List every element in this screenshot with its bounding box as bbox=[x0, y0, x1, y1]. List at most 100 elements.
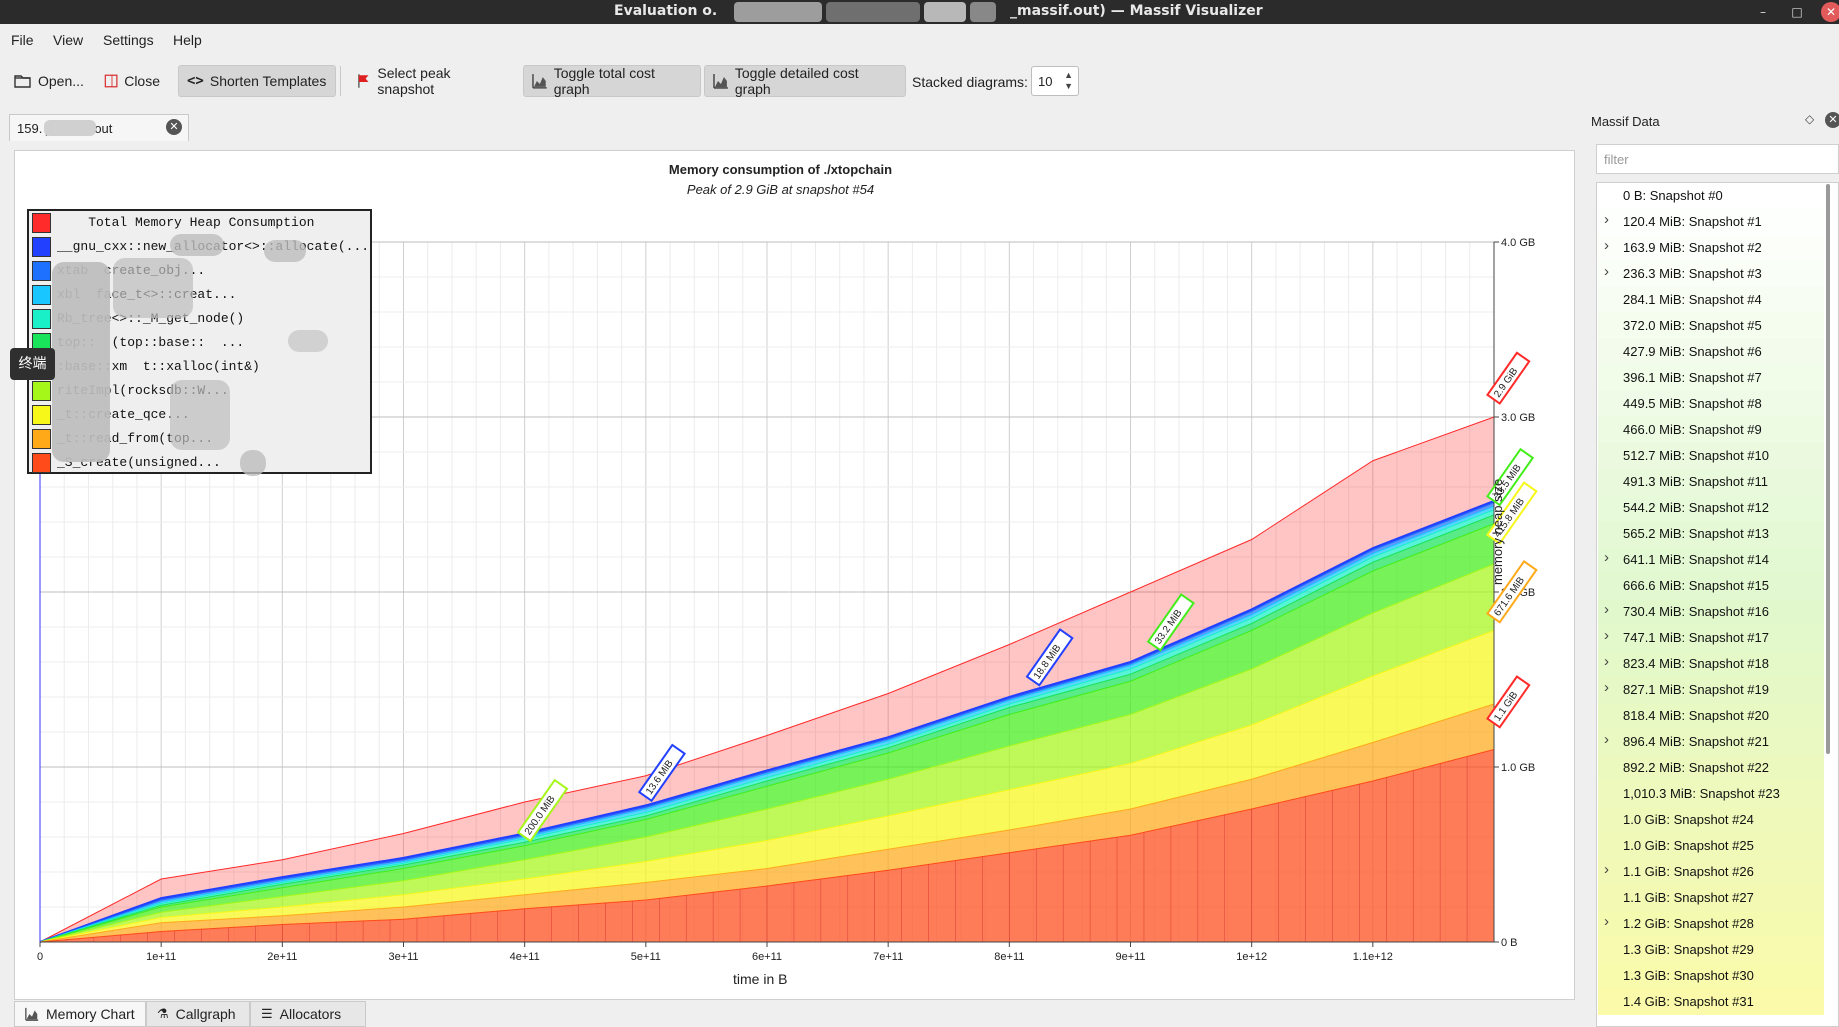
snapshot-row[interactable]: › 747.1 MiB: Snapshot #17 bbox=[1598, 625, 1824, 651]
snapshot-row[interactable]: 396.1 MiB: Snapshot #7 bbox=[1598, 365, 1824, 391]
snapshot-row[interactable]: › 1.2 GiB: Snapshot #28 bbox=[1598, 911, 1824, 937]
snapshot-row[interactable]: › 236.3 MiB: Snapshot #3 bbox=[1598, 261, 1824, 287]
expand-arrow-icon[interactable]: › bbox=[1604, 263, 1609, 280]
snapshot-row[interactable]: 565.2 MiB: Snapshot #13 bbox=[1598, 521, 1824, 547]
snapshot-row[interactable]: › 827.1 MiB: Snapshot #19 bbox=[1598, 677, 1824, 703]
snapshot-row[interactable]: › 641.1 MiB: Snapshot #14 bbox=[1598, 547, 1824, 573]
snapshot-row[interactable]: 892.2 MiB: Snapshot #22 bbox=[1598, 755, 1824, 781]
snapshot-row[interactable]: 1,010.3 MiB: Snapshot #23 bbox=[1598, 781, 1824, 807]
expand-arrow-icon[interactable]: › bbox=[1604, 913, 1609, 930]
expand-arrow-icon[interactable]: › bbox=[1604, 861, 1609, 878]
snapshot-row[interactable]: 449.5 MiB: Snapshot #8 bbox=[1598, 391, 1824, 417]
expand-arrow-icon[interactable]: › bbox=[1604, 211, 1609, 228]
snapshot-row[interactable]: 1.0 GiB: Snapshot #25 bbox=[1598, 833, 1824, 859]
minimize-icon[interactable]: – bbox=[1760, 5, 1766, 19]
snapshot-row[interactable]: 1.1 GiB: Snapshot #27 bbox=[1598, 885, 1824, 911]
legend-swatch bbox=[32, 429, 51, 449]
snapshot-list-scrollbar[interactable] bbox=[1826, 184, 1830, 754]
expand-arrow-icon[interactable]: › bbox=[1604, 237, 1609, 254]
expand-arrow-icon[interactable]: › bbox=[1604, 627, 1609, 644]
list-icon: ☰ bbox=[261, 1006, 273, 1021]
snapshot-label: 163.9 MiB: Snapshot #2 bbox=[1623, 240, 1762, 255]
redacted-filename bbox=[44, 120, 96, 136]
snapshot-row[interactable]: 1.4 GiB: Snapshot #31 bbox=[1598, 989, 1824, 1015]
annotation-box bbox=[1486, 447, 1535, 507]
snapshot-row[interactable]: › 823.4 MiB: Snapshot #18 bbox=[1598, 651, 1824, 677]
tab-callgraph-label: Callgraph bbox=[175, 1006, 236, 1022]
expand-arrow-icon[interactable]: › bbox=[1604, 549, 1609, 566]
expand-arrow-icon[interactable]: › bbox=[1604, 601, 1609, 618]
snapshot-row[interactable]: › 1.1 GiB: Snapshot #26 bbox=[1598, 859, 1824, 885]
annotation-box bbox=[637, 743, 686, 803]
tab-close-icon[interactable]: ✕ bbox=[166, 119, 182, 135]
snapshot-label: 892.2 MiB: Snapshot #22 bbox=[1623, 760, 1769, 775]
redacted-legend-block bbox=[170, 234, 224, 256]
close-button[interactable]: Close bbox=[96, 65, 168, 97]
toggle-detailed-cost-button[interactable]: Toggle detailed cost graph bbox=[704, 65, 906, 97]
series-line bbox=[39, 416, 1495, 943]
snapshot-row[interactable]: 284.1 MiB: Snapshot #4 bbox=[1598, 287, 1824, 313]
area-chart-icon bbox=[532, 74, 547, 89]
y-tick-label: 0 B bbox=[1501, 937, 1518, 949]
chart-subtitle: Peak of 2.9 GiB at snapshot #54 bbox=[686, 182, 875, 197]
filter-input[interactable] bbox=[1596, 144, 1839, 174]
snapshot-row[interactable]: 466.0 MiB: Snapshot #9 bbox=[1598, 417, 1824, 443]
snapshot-row[interactable]: 427.9 MiB: Snapshot #6 bbox=[1598, 339, 1824, 365]
snapshot-row[interactable]: 1.3 GiB: Snapshot #29 bbox=[1598, 937, 1824, 963]
redacted-title-block bbox=[970, 2, 996, 22]
snapshot-row[interactable]: 544.2 MiB: Snapshot #12 bbox=[1598, 495, 1824, 521]
snapshot-label: 1.4 GiB: Snapshot #31 bbox=[1623, 994, 1754, 1009]
snapshot-row[interactable]: 1.3 GiB: Snapshot #30 bbox=[1598, 963, 1824, 989]
document-tab[interactable]: 159. _massif.out ✕ bbox=[9, 114, 189, 141]
maximize-icon[interactable]: □ bbox=[1791, 5, 1803, 19]
snapshot-row[interactable]: › 120.4 MiB: Snapshot #1 bbox=[1598, 209, 1824, 235]
snapshot-row[interactable]: › 730.4 MiB: Snapshot #16 bbox=[1598, 599, 1824, 625]
snapshot-label: 372.0 MiB: Snapshot #5 bbox=[1623, 318, 1762, 333]
snapshot-label: 396.1 MiB: Snapshot #7 bbox=[1623, 370, 1762, 385]
window-titlebar: Evaluation o. _massif.out) — Massif Visu… bbox=[0, 0, 1839, 24]
annotation-box bbox=[1486, 481, 1538, 545]
shorten-templates-button[interactable]: <> Shorten Templates bbox=[178, 65, 336, 97]
snapshot-row[interactable]: 0 B: Snapshot #0 bbox=[1598, 183, 1824, 209]
snapshot-list: 0 B: Snapshot #0 › 120.4 MiB: Snapshot #1 ›… bbox=[1596, 182, 1839, 1027]
select-peak-button[interactable]: Select peak snapshot bbox=[348, 65, 514, 97]
redacted-legend-block bbox=[240, 450, 266, 476]
area-chart-icon bbox=[713, 74, 728, 89]
window-close-icon[interactable]: ✕ bbox=[1821, 2, 1839, 22]
y-tick-label: 3.0 GB bbox=[1501, 412, 1535, 424]
tab-callgraph[interactable]: ⚗ Callgraph bbox=[146, 1001, 250, 1027]
menu-help[interactable]: Help bbox=[173, 32, 202, 48]
snapshot-label: 1.0 GiB: Snapshot #25 bbox=[1623, 838, 1754, 853]
snapshot-row[interactable]: 1.0 GiB: Snapshot #24 bbox=[1598, 807, 1824, 833]
menu-file[interactable]: File bbox=[11, 32, 34, 48]
tab-memory-chart[interactable]: Memory Chart bbox=[14, 1001, 146, 1027]
toggle-total-cost-label: Toggle total cost graph bbox=[553, 65, 655, 97]
spin-arrows-icon[interactable]: ▲ ▼ bbox=[1064, 70, 1073, 91]
tab-allocators[interactable]: ☰ Allocators bbox=[250, 1001, 366, 1027]
snapshot-row[interactable]: 666.6 MiB: Snapshot #15 bbox=[1598, 573, 1824, 599]
expand-arrow-icon[interactable]: › bbox=[1604, 679, 1609, 696]
snapshot-row[interactable]: 491.3 MiB: Snapshot #11 bbox=[1598, 469, 1824, 495]
panel-close-icon[interactable]: ✕ bbox=[1825, 112, 1839, 128]
expand-arrow-icon[interactable]: › bbox=[1604, 653, 1609, 670]
series-line bbox=[39, 514, 1495, 943]
legend-entry[interactable]: Total Memory Heap Consumption bbox=[29, 211, 370, 235]
annotation-box bbox=[1486, 351, 1531, 405]
snapshot-label: 0 B: Snapshot #0 bbox=[1623, 188, 1723, 203]
expand-arrow-icon[interactable]: › bbox=[1604, 731, 1609, 748]
series-line bbox=[39, 630, 1495, 943]
snapshot-row[interactable]: 372.0 MiB: Snapshot #5 bbox=[1598, 313, 1824, 339]
snapshot-label: 1.2 GiB: Snapshot #28 bbox=[1623, 916, 1754, 931]
x-tick-label: 3e+11 bbox=[388, 951, 418, 963]
menu-view[interactable]: View bbox=[53, 32, 84, 48]
x-axis-label: time in B bbox=[733, 971, 788, 987]
snapshot-row[interactable]: › 163.9 MiB: Snapshot #2 bbox=[1598, 235, 1824, 261]
float-panel-icon[interactable]: ◇ bbox=[1805, 112, 1815, 126]
snapshot-row[interactable]: 512.7 MiB: Snapshot #10 bbox=[1598, 443, 1824, 469]
snapshot-row[interactable]: 818.4 MiB: Snapshot #20 bbox=[1598, 703, 1824, 729]
snapshot-row[interactable]: › 896.4 MiB: Snapshot #21 bbox=[1598, 729, 1824, 755]
menu-settings[interactable]: Settings bbox=[103, 32, 154, 48]
stacked-diagrams-spinbox[interactable]: 10 ▲ ▼ bbox=[1031, 66, 1079, 96]
toggle-total-cost-button[interactable]: Toggle total cost graph bbox=[523, 65, 701, 97]
open-button[interactable]: Open... bbox=[6, 65, 94, 97]
